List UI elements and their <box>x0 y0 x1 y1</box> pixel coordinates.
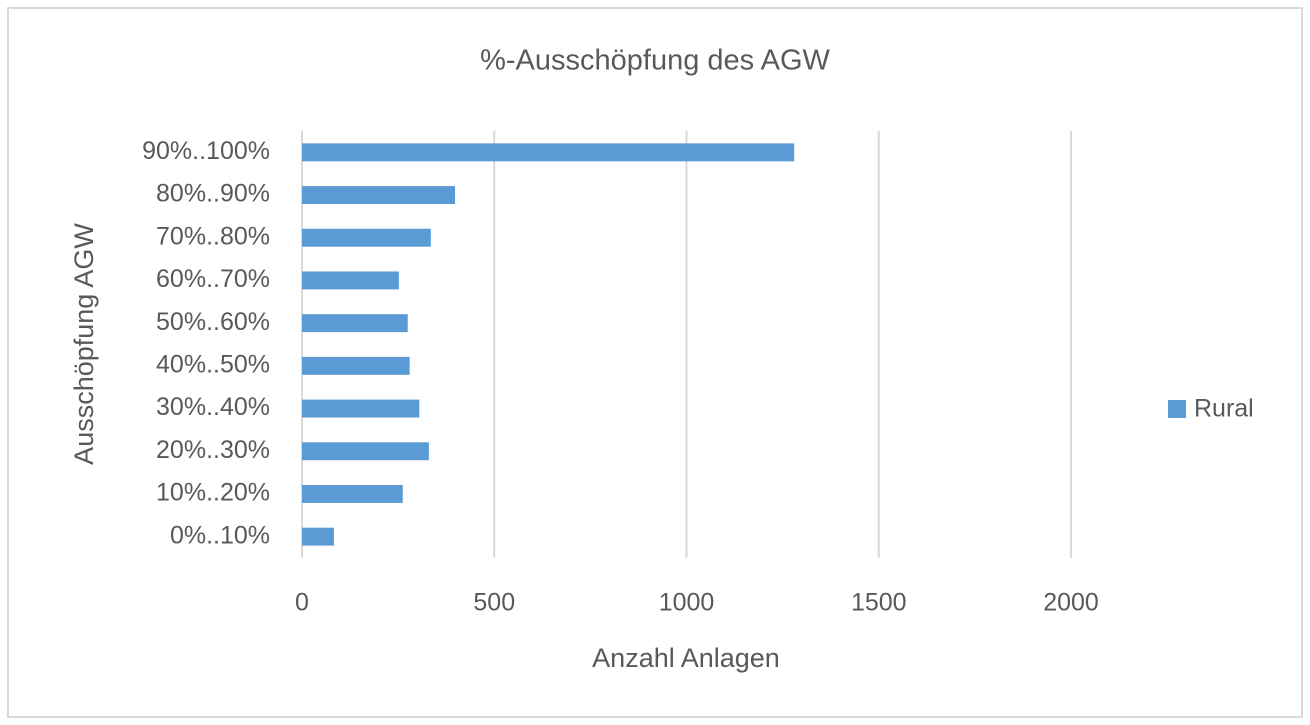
y-tick-label: 70%..80% <box>156 222 270 250</box>
bar <box>302 228 431 247</box>
x-tick-label: 1500 <box>851 589 907 617</box>
bar <box>302 399 420 418</box>
bar <box>302 527 334 546</box>
bar <box>302 356 410 375</box>
bar <box>302 271 399 290</box>
y-tick-label: 20%..30% <box>156 436 270 464</box>
x-tick-label: 1000 <box>659 589 715 617</box>
legend-swatch <box>1168 400 1186 418</box>
bar <box>302 442 429 461</box>
x-tick-label: 2000 <box>1043 589 1099 617</box>
y-tick-label: 30%..40% <box>156 393 270 421</box>
bar <box>302 314 408 333</box>
chart-title: %-Ausschöpfung des AGW <box>480 45 830 77</box>
x-tick-label: 500 <box>473 589 515 617</box>
bar <box>302 484 403 503</box>
legend-label: Rural <box>1194 395 1254 423</box>
y-tick-label: 90%..100% <box>142 137 270 165</box>
bar <box>302 186 456 205</box>
y-tick-label: 10%..20% <box>156 479 270 507</box>
y-tick-label: 50%..60% <box>156 308 270 336</box>
x-tick-label: 0 <box>295 589 309 617</box>
y-tick-label: 80%..90% <box>156 180 270 208</box>
y-axis-label: Ausschöpfung AGW <box>69 223 99 465</box>
bar <box>302 143 795 162</box>
y-tick-label: 0%..10% <box>170 521 270 549</box>
x-axis-label: Anzahl Anlagen <box>592 643 780 673</box>
chart-frame <box>7 7 1303 718</box>
y-tick-label: 40%..50% <box>156 350 270 378</box>
y-tick-label: 60%..70% <box>156 265 270 293</box>
